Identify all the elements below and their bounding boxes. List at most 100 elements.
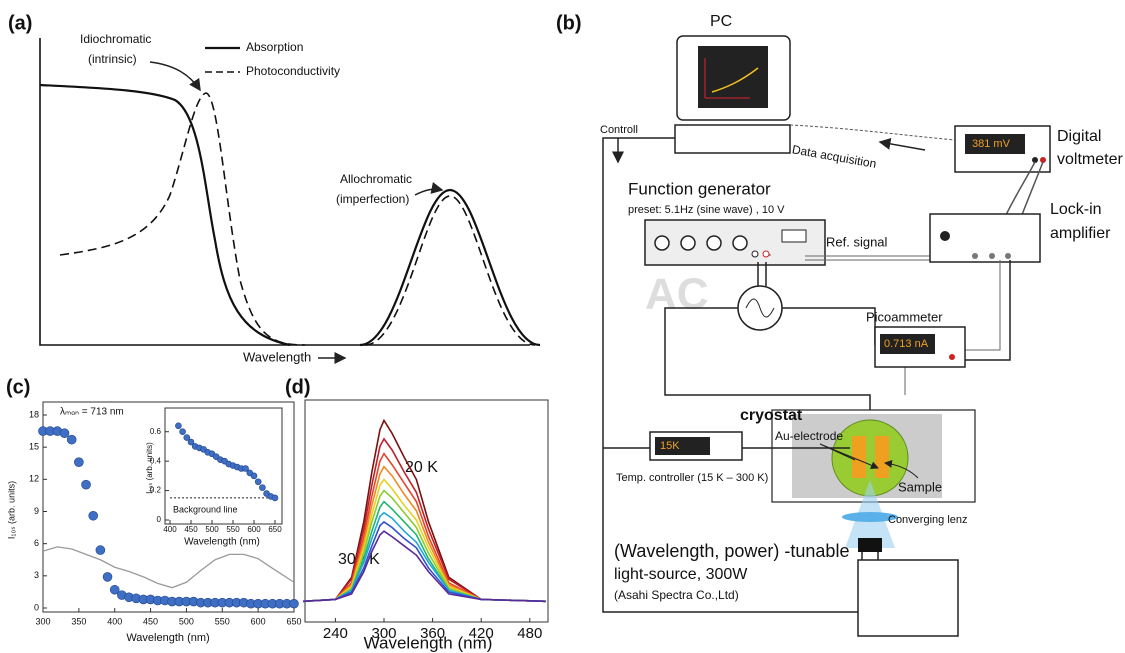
point xyxy=(95,545,106,555)
point xyxy=(289,598,299,609)
ref-signal-label: Ref. signal xyxy=(826,234,888,249)
series-line xyxy=(302,478,547,603)
y-axis-label: I₁₀ₛ (arb. units) xyxy=(145,442,154,494)
wire xyxy=(904,260,1001,395)
y-axis-label: I₁₀ₛ (arb. units) xyxy=(6,481,16,539)
panel-labels: (a) (b) (c) (d) xyxy=(6,12,582,398)
point xyxy=(179,428,186,436)
light-source-label: light-source, 300W xyxy=(614,566,748,583)
screen-curve xyxy=(711,67,759,93)
light-source xyxy=(857,559,959,637)
series-line xyxy=(42,546,295,589)
absorption-curve xyxy=(359,188,541,347)
point xyxy=(187,438,195,446)
point xyxy=(59,428,70,439)
arrow xyxy=(878,137,926,151)
x-axis-label: Wavelength xyxy=(243,349,311,364)
x-tick-label: 480 xyxy=(517,625,542,642)
legend-label: Photoconductivity xyxy=(246,64,340,78)
x-tick-label: 360 xyxy=(420,625,445,642)
panel-label: (a) xyxy=(8,12,32,34)
electrode xyxy=(852,436,866,478)
switch xyxy=(781,229,807,243)
series-line xyxy=(302,530,547,603)
point xyxy=(175,422,182,430)
panel-label: (c) xyxy=(6,376,30,398)
knob xyxy=(732,235,748,251)
series-line xyxy=(302,489,547,603)
arrow xyxy=(884,459,919,479)
terminal xyxy=(1040,157,1046,163)
knob xyxy=(706,235,722,251)
lens xyxy=(842,512,898,522)
x-tick-label: 240 xyxy=(323,625,348,642)
terminal xyxy=(751,250,759,258)
knob xyxy=(940,231,950,241)
voltmeter-label: voltmeter xyxy=(1057,151,1123,168)
x-tick-label: 400 xyxy=(163,525,177,534)
x-tick-label: 420 xyxy=(469,625,494,642)
electrode-label: Au-electrode xyxy=(775,429,843,443)
y-tick-label: 0.6 xyxy=(150,427,162,436)
display-value: 15K xyxy=(660,440,680,452)
point xyxy=(102,572,113,582)
panel-a: Absorption Photoconductivity Idiochromat… xyxy=(39,32,541,364)
series-line xyxy=(302,520,547,603)
x-tick-label: 450 xyxy=(184,525,198,534)
pc-base xyxy=(674,124,791,154)
point xyxy=(66,434,77,445)
display-value: 0.713 nA xyxy=(884,338,929,350)
y-tick-label: 12 xyxy=(29,474,39,484)
annotation: λₘₒₙ = 713 nm xyxy=(60,407,124,418)
fg-preset: preset: 5.1Hz (sine wave) , 10 V xyxy=(628,204,785,216)
pc-label: PC xyxy=(710,13,732,30)
voltmeter-label: Digital xyxy=(1057,128,1101,145)
x-tick-label: 300 xyxy=(371,625,396,642)
control-label: Controll xyxy=(600,124,638,136)
display xyxy=(880,334,935,354)
picoammeter-label: Picoammeter xyxy=(866,309,943,324)
fg-label: Function generator xyxy=(628,179,771,198)
x-tick-label: 400 xyxy=(107,616,122,626)
panel-label: (b) xyxy=(556,12,582,34)
legend-label: Absorption xyxy=(246,40,303,54)
terminal xyxy=(762,250,770,258)
x-tick-label: 600 xyxy=(247,525,261,534)
point xyxy=(259,484,266,491)
screen xyxy=(698,46,768,108)
point xyxy=(271,494,279,502)
data-link xyxy=(789,124,956,141)
ac-label: AC xyxy=(645,270,709,319)
wire xyxy=(757,262,767,286)
x-tick-label: 650 xyxy=(286,616,301,626)
point xyxy=(74,457,84,467)
y-tick-label: 3 xyxy=(34,570,39,580)
charts: 300 350 400 450 500 550 600 650 0 3 6 9 12 15 18 Wavele… xyxy=(6,399,549,652)
series-line xyxy=(302,511,547,603)
x-tick-label: 350 xyxy=(71,616,86,626)
terminal xyxy=(972,253,978,259)
y-tick-label: 9 xyxy=(34,506,39,516)
y-tick-label: 0.4 xyxy=(150,456,162,465)
annotation: (imperfection) xyxy=(336,192,409,206)
panel-label: (d) xyxy=(285,376,311,398)
terminal xyxy=(1032,157,1038,163)
point xyxy=(81,479,91,490)
sine xyxy=(745,298,775,318)
y-tick-label: 18 xyxy=(29,409,39,419)
annotation: Idiochromatic xyxy=(80,32,151,46)
display-value: 381 mV xyxy=(972,138,1011,150)
photoconductivity-curve xyxy=(364,195,536,346)
aperture xyxy=(858,538,882,552)
series-line xyxy=(302,437,547,603)
display xyxy=(965,134,1025,154)
point xyxy=(254,478,262,486)
x-tick-label: 300 xyxy=(35,616,50,626)
panel-b: PC Controll Data acquisition 381 mV Digi… xyxy=(600,13,1123,637)
knob xyxy=(654,235,670,251)
x-axis-label: Wavelength (nm) xyxy=(126,632,209,644)
terminal xyxy=(1005,253,1011,259)
plot-frame xyxy=(304,399,549,623)
annotation: (intrinsic) xyxy=(88,52,137,66)
x-tick-label: 500 xyxy=(205,525,219,534)
